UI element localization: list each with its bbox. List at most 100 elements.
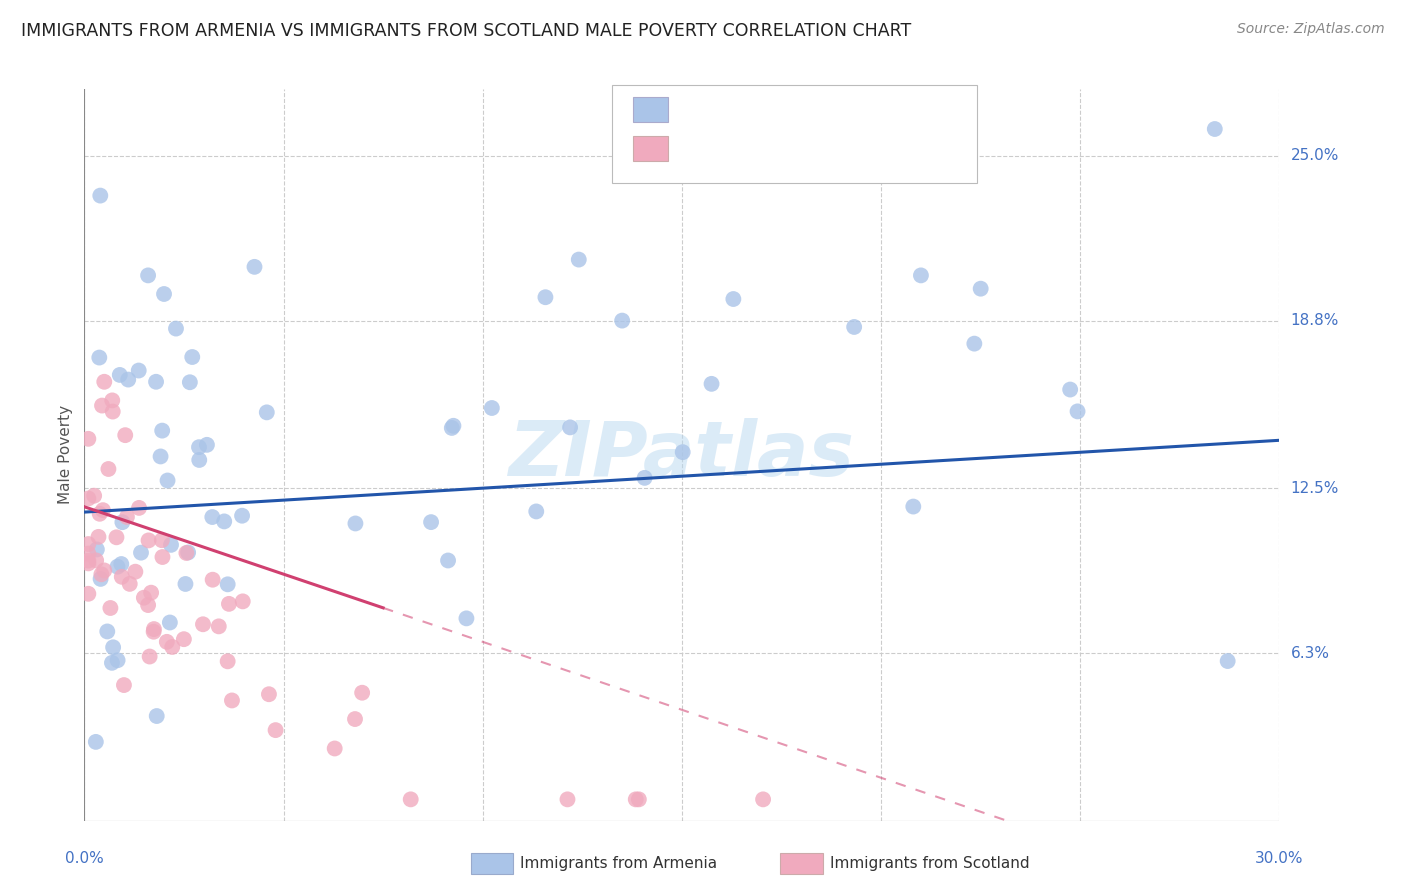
Point bbox=[115, 510, 138, 524]
Point bbox=[107, 559, 129, 574]
Point bbox=[128, 500, 150, 515]
Point bbox=[101, 404, 124, 418]
Text: Source: ZipAtlas.com: Source: ZipAtlas.com bbox=[1237, 22, 1385, 37]
Point bbox=[139, 585, 162, 599]
Text: ZIPatlas: ZIPatlas bbox=[509, 418, 855, 491]
Point bbox=[108, 368, 131, 382]
Text: 30.0%: 30.0% bbox=[1256, 851, 1303, 866]
Point bbox=[153, 287, 176, 301]
Point bbox=[128, 363, 150, 377]
Text: R =: R = bbox=[679, 101, 720, 119]
Point bbox=[844, 320, 866, 334]
Point bbox=[903, 500, 925, 514]
Point bbox=[440, 421, 463, 435]
Point bbox=[100, 601, 122, 615]
Point bbox=[752, 792, 775, 806]
Point bbox=[910, 268, 932, 283]
Point bbox=[1059, 383, 1081, 397]
Point bbox=[145, 375, 167, 389]
Text: R =: R = bbox=[679, 139, 716, 157]
Point bbox=[624, 792, 647, 806]
Point bbox=[420, 515, 443, 529]
Point bbox=[441, 418, 464, 433]
Point bbox=[524, 504, 547, 518]
Point bbox=[160, 538, 183, 552]
Text: N =: N = bbox=[785, 139, 832, 157]
Point bbox=[344, 516, 367, 531]
Point bbox=[124, 565, 146, 579]
Point bbox=[217, 654, 239, 668]
Point bbox=[96, 624, 118, 639]
Point bbox=[201, 573, 224, 587]
Point bbox=[232, 594, 254, 608]
Text: 0.107: 0.107 bbox=[721, 101, 773, 119]
Point bbox=[90, 567, 112, 582]
Point bbox=[323, 741, 346, 756]
Point bbox=[162, 640, 184, 654]
Point bbox=[117, 373, 139, 387]
Point bbox=[93, 563, 115, 577]
Text: IMMIGRANTS FROM ARMENIA VS IMMIGRANTS FROM SCOTLAND MALE POVERTY CORRELATION CHA: IMMIGRANTS FROM ARMENIA VS IMMIGRANTS FR… bbox=[21, 22, 911, 40]
Point bbox=[112, 678, 135, 692]
Point bbox=[627, 792, 650, 806]
Point bbox=[83, 489, 105, 503]
Point bbox=[165, 321, 187, 335]
Text: Immigrants from Scotland: Immigrants from Scotland bbox=[830, 856, 1029, 871]
Point bbox=[111, 515, 134, 529]
Text: Immigrants from Armenia: Immigrants from Armenia bbox=[520, 856, 717, 871]
Point bbox=[173, 632, 195, 647]
Point bbox=[568, 252, 591, 267]
Point bbox=[456, 611, 478, 625]
Point bbox=[700, 376, 723, 391]
Point bbox=[481, 401, 503, 415]
Point bbox=[145, 709, 167, 723]
Point bbox=[77, 547, 100, 561]
Point bbox=[142, 622, 165, 636]
Point bbox=[174, 577, 197, 591]
Point bbox=[231, 508, 253, 523]
Point bbox=[243, 260, 266, 274]
Point bbox=[181, 350, 204, 364]
Y-axis label: Male Poverty: Male Poverty bbox=[58, 405, 73, 505]
Point bbox=[150, 533, 173, 548]
Point bbox=[176, 546, 198, 560]
Point bbox=[159, 615, 181, 630]
Point bbox=[97, 462, 120, 476]
Text: 6.3%: 6.3% bbox=[1291, 646, 1330, 661]
Point bbox=[264, 723, 287, 738]
Point bbox=[77, 553, 100, 567]
Point bbox=[118, 577, 141, 591]
Point bbox=[142, 624, 165, 639]
Point bbox=[612, 313, 634, 327]
Point bbox=[111, 570, 134, 584]
Point bbox=[179, 376, 201, 390]
Point bbox=[557, 792, 579, 806]
Point bbox=[633, 471, 655, 485]
Point bbox=[352, 686, 374, 700]
Point bbox=[89, 507, 111, 521]
Point bbox=[77, 432, 100, 446]
Point bbox=[343, 712, 366, 726]
Point bbox=[970, 282, 993, 296]
Point bbox=[218, 597, 240, 611]
Point bbox=[84, 553, 107, 567]
Text: N =: N = bbox=[778, 101, 825, 119]
Point bbox=[77, 587, 100, 601]
Point bbox=[437, 553, 460, 567]
Point bbox=[212, 515, 235, 529]
Text: 25.0%: 25.0% bbox=[1291, 148, 1339, 163]
Point bbox=[256, 405, 278, 419]
Point bbox=[77, 557, 100, 571]
Point bbox=[1066, 404, 1088, 418]
Point bbox=[257, 687, 280, 701]
Point bbox=[723, 292, 745, 306]
Text: 0.0%: 0.0% bbox=[65, 851, 104, 866]
Point bbox=[101, 393, 124, 408]
Point bbox=[107, 653, 129, 667]
Point bbox=[101, 656, 124, 670]
Point bbox=[188, 453, 211, 467]
Point bbox=[156, 635, 179, 649]
Text: 64: 64 bbox=[827, 101, 849, 119]
Text: -0.390: -0.390 bbox=[721, 139, 780, 157]
Point bbox=[1204, 122, 1226, 136]
